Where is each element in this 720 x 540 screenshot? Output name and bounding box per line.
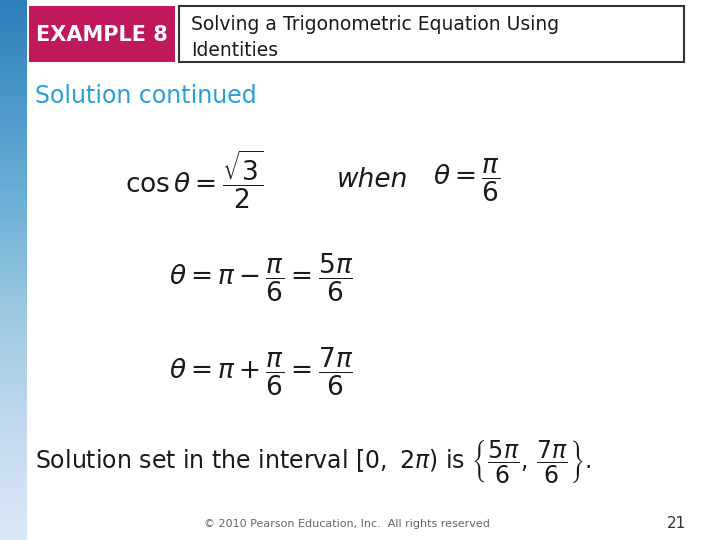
Text: © 2010 Pearson Education, Inc.  All rights reserved: © 2010 Pearson Education, Inc. All right…	[204, 519, 490, 529]
FancyBboxPatch shape	[179, 6, 684, 62]
Text: $\theta = \pi + \dfrac{\pi}{6} = \dfrac{7\pi}{6}$: $\theta = \pi + \dfrac{\pi}{6} = \dfrac{…	[168, 346, 353, 398]
Text: 21: 21	[667, 516, 686, 531]
FancyBboxPatch shape	[29, 6, 175, 62]
Text: $\theta = \dfrac{\pi}{6}$: $\theta = \dfrac{\pi}{6}$	[433, 157, 501, 204]
Text: Solution continued: Solution continued	[35, 84, 256, 108]
Text: Solving a Trigonometric Equation Using: Solving a Trigonometric Equation Using	[191, 15, 559, 33]
Text: Solution set in the interval $[0,\ 2\pi)$ is $\left\{\dfrac{5\pi}{6},\, \dfrac{7: Solution set in the interval $[0,\ 2\pi)…	[35, 438, 591, 485]
Text: Identities: Identities	[191, 40, 278, 59]
FancyBboxPatch shape	[27, 0, 693, 540]
Text: $\cos\theta = \dfrac{\sqrt{3}}{2}$: $\cos\theta = \dfrac{\sqrt{3}}{2}$	[125, 148, 264, 212]
Text: when: when	[337, 167, 408, 193]
Text: EXAMPLE 8: EXAMPLE 8	[36, 25, 168, 45]
Text: $\theta = \pi - \dfrac{\pi}{6} = \dfrac{5\pi}{6}$: $\theta = \pi - \dfrac{\pi}{6} = \dfrac{…	[168, 252, 353, 304]
